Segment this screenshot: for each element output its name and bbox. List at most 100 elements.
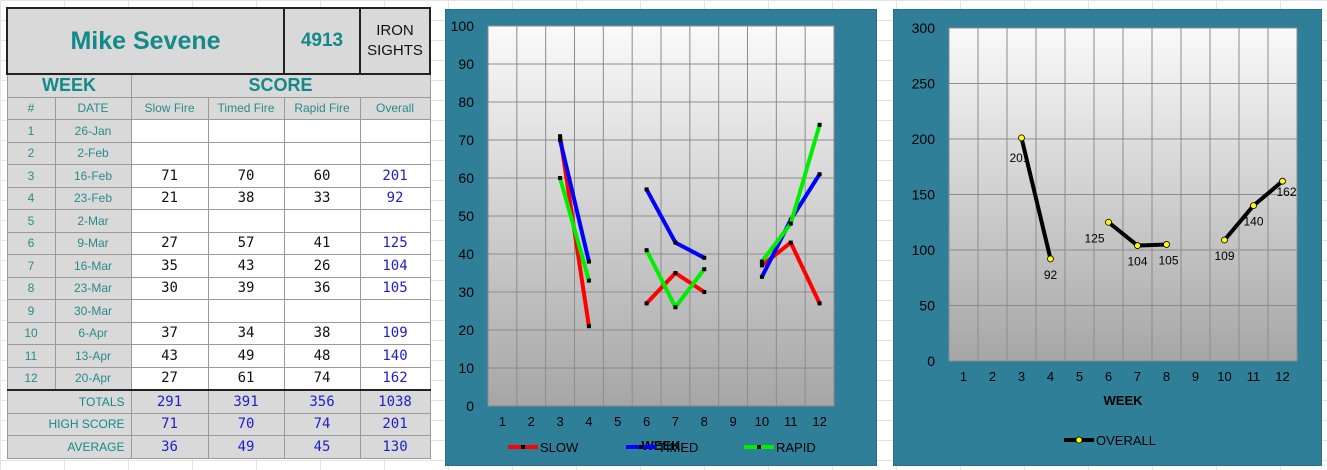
overall-score[interactable] xyxy=(359,141,431,165)
overall-score[interactable]: 109 xyxy=(359,321,431,345)
rapid-fire-score[interactable] xyxy=(283,141,361,165)
week-date[interactable]: 9-Mar xyxy=(54,231,132,255)
rapid-fire-score[interactable]: 41 xyxy=(283,231,361,255)
timed-fire-score[interactable]: 38 xyxy=(207,186,285,210)
col-header-num[interactable]: # xyxy=(6,96,56,120)
week-number[interactable]: 2 xyxy=(6,141,56,165)
totals-label[interactable]: TOTALS xyxy=(6,389,132,414)
week-number[interactable]: 12 xyxy=(6,366,56,391)
col-header-overall[interactable]: Overall xyxy=(359,96,431,120)
slow-fire-score[interactable] xyxy=(130,119,209,143)
slow-fire-score[interactable]: 27 xyxy=(130,366,209,391)
week-date[interactable]: 23-Mar xyxy=(54,276,132,300)
week-number[interactable]: 4 xyxy=(6,186,56,210)
rapid-fire-score[interactable]: 36 xyxy=(283,276,361,300)
rapid-fire-score[interactable]: 48 xyxy=(283,344,361,368)
rapid-fire-score[interactable] xyxy=(283,299,361,323)
shooter-id[interactable]: 4913 xyxy=(283,7,361,75)
average-timed[interactable]: 49 xyxy=(207,435,285,459)
high-score-timed[interactable]: 70 xyxy=(207,412,285,436)
sights-type[interactable]: IRON SIGHTS xyxy=(359,7,431,75)
overall-score[interactable]: 162 xyxy=(359,366,431,391)
timed-fire-score[interactable]: 57 xyxy=(207,231,285,255)
week-number[interactable]: 1 xyxy=(6,119,56,143)
high-score-label[interactable]: HIGH SCORE xyxy=(6,412,132,436)
week-date[interactable]: 16-Feb xyxy=(54,164,132,188)
rapid-fire-score[interactable]: 74 xyxy=(283,366,361,391)
timed-fire-score[interactable]: 70 xyxy=(207,164,285,188)
week-header[interactable]: WEEK xyxy=(6,73,132,98)
week-date[interactable]: 13-Apr xyxy=(54,344,132,368)
slow-fire-score[interactable]: 35 xyxy=(130,254,209,278)
col-header-slow-fire[interactable]: Slow Fire xyxy=(130,96,209,120)
col-header-timed-fire[interactable]: Timed Fire xyxy=(207,96,285,120)
week-date[interactable]: 2-Feb xyxy=(54,141,132,165)
week-date[interactable]: 6-Apr xyxy=(54,321,132,345)
overall-score[interactable]: 92 xyxy=(359,186,431,210)
rapid-fire-score[interactable]: 33 xyxy=(283,186,361,210)
week-date[interactable]: 20-Apr xyxy=(54,366,132,391)
overall-score[interactable]: 140 xyxy=(359,344,431,368)
rapid-fire-score[interactable]: 60 xyxy=(283,164,361,188)
week-date[interactable]: 23-Feb xyxy=(54,186,132,210)
week-number[interactable]: 5 xyxy=(6,209,56,233)
week-number[interactable]: 9 xyxy=(6,299,56,323)
timed-fire-score[interactable] xyxy=(207,119,285,143)
week-number[interactable]: 11 xyxy=(6,344,56,368)
slow-fire-score[interactable]: 27 xyxy=(130,231,209,255)
slow-fire-score[interactable] xyxy=(130,209,209,233)
timed-fire-score[interactable]: 43 xyxy=(207,254,285,278)
slow-fire-score[interactable]: 21 xyxy=(130,186,209,210)
timed-fire-score[interactable] xyxy=(207,299,285,323)
week-date[interactable]: 2-Mar xyxy=(54,209,132,233)
rapid-fire-score[interactable] xyxy=(283,119,361,143)
totals-slow[interactable]: 291 xyxy=(130,389,209,414)
week-date[interactable]: 16-Mar xyxy=(54,254,132,278)
fire-type-chart-panel[interactable]: 0 10 20 30 40 50 60 70 80 90 100 1 2 3 4 5 6 7 8 9 10 11 12 WEE… xyxy=(445,9,877,466)
overall-score[interactable]: 104 xyxy=(359,254,431,278)
overall-score[interactable]: 105 xyxy=(359,276,431,300)
overall-score[interactable]: 125 xyxy=(359,231,431,255)
shooter-name[interactable]: Mike Sevene xyxy=(6,7,285,75)
week-date[interactable]: 26-Jan xyxy=(54,119,132,143)
slow-fire-score[interactable]: 43 xyxy=(130,344,209,368)
slow-fire-score[interactable] xyxy=(130,299,209,323)
overall-score[interactable] xyxy=(359,119,431,143)
high-score-overall[interactable]: 201 xyxy=(359,412,431,436)
week-number[interactable]: 6 xyxy=(6,231,56,255)
timed-fire-score[interactable]: 39 xyxy=(207,276,285,300)
slow-fire-score[interactable]: 37 xyxy=(130,321,209,345)
average-slow[interactable]: 36 xyxy=(130,435,209,459)
week-number[interactable]: 8 xyxy=(6,276,56,300)
slow-fire-score[interactable] xyxy=(130,141,209,165)
timed-fire-score[interactable] xyxy=(207,209,285,233)
totals-timed[interactable]: 391 xyxy=(207,389,285,414)
rapid-fire-score[interactable]: 26 xyxy=(283,254,361,278)
timed-fire-score[interactable]: 61 xyxy=(207,366,285,391)
slow-fire-score[interactable]: 30 xyxy=(130,276,209,300)
slow-fire-score[interactable]: 71 xyxy=(130,164,209,188)
week-number[interactable]: 3 xyxy=(6,164,56,188)
timed-fire-score[interactable]: 49 xyxy=(207,344,285,368)
rapid-fire-score[interactable]: 38 xyxy=(283,321,361,345)
overall-score[interactable] xyxy=(359,299,431,323)
high-score-slow[interactable]: 71 xyxy=(130,412,209,436)
overall-chart-panel[interactable]: 0 50 100 150 200 250 300 1 2 3 4 5 6 7 8 9 10 11 12 WEEK 201… xyxy=(893,9,1322,466)
timed-fire-score[interactable]: 34 xyxy=(207,321,285,345)
score-header[interactable]: SCORE xyxy=(130,73,431,98)
col-header-rapid-fire[interactable]: Rapid Fire xyxy=(283,96,361,120)
timed-fire-score[interactable] xyxy=(207,141,285,165)
week-number[interactable]: 7 xyxy=(6,254,56,278)
average-label[interactable]: AVERAGE xyxy=(6,435,132,459)
totals-rapid[interactable]: 356 xyxy=(283,389,361,414)
col-header-date[interactable]: DATE xyxy=(54,96,132,120)
high-score-rapid[interactable]: 74 xyxy=(283,412,361,436)
totals-overall[interactable]: 1038 xyxy=(359,389,431,414)
week-number[interactable]: 10 xyxy=(6,321,56,345)
week-date[interactable]: 30-Mar xyxy=(54,299,132,323)
average-rapid[interactable]: 45 xyxy=(283,435,361,459)
average-overall[interactable]: 130 xyxy=(359,435,431,459)
overall-score[interactable] xyxy=(359,209,431,233)
rapid-fire-score[interactable] xyxy=(283,209,361,233)
overall-score[interactable]: 201 xyxy=(359,164,431,188)
